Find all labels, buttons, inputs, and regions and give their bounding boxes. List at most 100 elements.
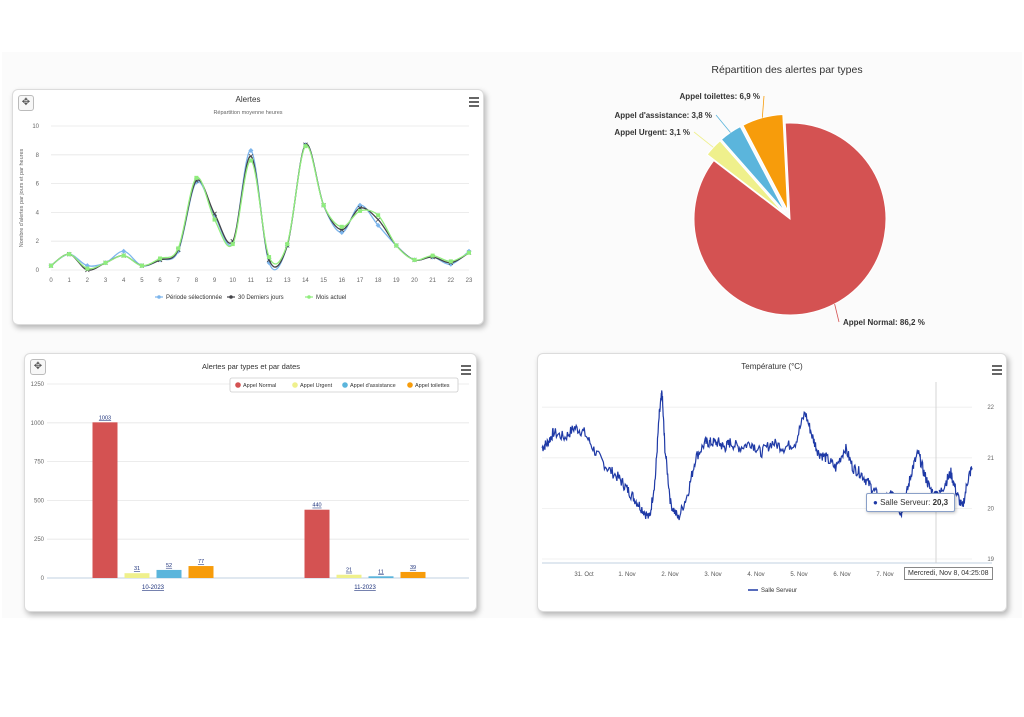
menu-icon[interactable] [469, 96, 479, 107]
pie-slice[interactable] [720, 125, 786, 212]
legend-label: Mois actuel [316, 295, 346, 301]
data-point[interactable] [267, 255, 272, 260]
data-label: 77 [198, 559, 204, 565]
tooltip-series: Salle Serveur [880, 498, 929, 507]
data-point[interactable] [321, 203, 326, 208]
data-point[interactable] [85, 266, 90, 271]
legend-symbol [235, 382, 241, 388]
data-point[interactable] [139, 263, 144, 268]
legend-item[interactable]: Appel Urgent [292, 382, 333, 389]
x-tick-label: 1 [68, 278, 72, 284]
x-tick-label: 5. Nov [790, 572, 807, 578]
legend-item[interactable]: Période sélectionnée [155, 295, 223, 301]
x-tick-label: 22 [447, 278, 454, 284]
data-label: 21 [346, 568, 352, 574]
legend-label: 30 Derniers jours [238, 295, 284, 301]
data-point[interactable] [430, 253, 435, 258]
x-tick-label: 13 [284, 278, 291, 284]
legend-item[interactable]: Appel toilettes [407, 382, 450, 389]
y-tick-label: 22 [987, 405, 994, 411]
data-point[interactable] [248, 158, 253, 163]
data-point[interactable] [448, 261, 454, 267]
x-tick-label[interactable]: 11-2023 [354, 585, 376, 591]
data-point[interactable] [248, 153, 254, 159]
chart-subtitle: Répartition moyenne heures [213, 110, 282, 116]
legend-item[interactable]: 30 Derniers jours [227, 295, 284, 301]
series-line [541, 390, 973, 521]
x-tick-label: 16 [338, 278, 345, 284]
x-tick-label: 2 [86, 278, 90, 284]
y-tick-label: 0 [36, 268, 40, 274]
data-point[interactable] [121, 253, 126, 258]
data-point[interactable] [448, 259, 453, 264]
x-tick-label: 10 [229, 278, 236, 284]
data-point[interactable] [103, 260, 108, 265]
legend-marker [229, 295, 233, 299]
chart-title: Température (°C) [741, 362, 803, 371]
bar[interactable] [368, 576, 394, 578]
data-label: 52 [166, 563, 172, 569]
legend-item[interactable]: Mois actuel [305, 295, 346, 301]
x-tick-label: 5 [140, 278, 144, 284]
y-tick-label: 750 [34, 460, 45, 466]
bar[interactable] [304, 509, 330, 578]
y-axis-label: Nombre d'alertes par jours et par heures [19, 148, 25, 247]
pie-slice[interactable] [706, 140, 784, 214]
x-tick-label[interactable]: 10-2023 [142, 585, 165, 591]
data-point[interactable] [285, 242, 290, 247]
data-point[interactable] [121, 248, 127, 254]
bar[interactable] [400, 571, 426, 578]
move-icon[interactable]: ✥ [30, 359, 46, 375]
data-label: Appel d'assistance: 3,8 % [615, 111, 713, 120]
legend-marker [307, 295, 311, 299]
data-label: 11 [378, 569, 384, 575]
menu-icon[interactable] [992, 364, 1002, 375]
data-point[interactable] [194, 175, 199, 180]
bar[interactable] [92, 422, 118, 578]
x-tick-label: 7 [177, 278, 181, 284]
data-point[interactable] [357, 208, 362, 213]
y-tick-label: 19 [987, 557, 994, 563]
connector-line [834, 303, 840, 323]
legend-item[interactable]: Salle Serveur [748, 588, 797, 594]
data-point[interactable] [394, 243, 399, 248]
connector-line [761, 95, 765, 118]
data-point[interactable] [303, 144, 308, 149]
bar[interactable] [336, 574, 362, 578]
data-point[interactable] [375, 222, 381, 228]
data-point[interactable] [176, 246, 181, 251]
legend-item[interactable]: Appel Normal [235, 382, 276, 389]
x-tick-label: 4 [122, 278, 126, 284]
y-tick-label: 21 [987, 456, 994, 462]
data-point[interactable] [376, 213, 381, 218]
bar[interactable] [188, 566, 214, 578]
data-point[interactable] [230, 242, 235, 247]
data-point[interactable] [467, 250, 471, 255]
data-point[interactable] [375, 217, 381, 222]
bar[interactable] [124, 573, 150, 578]
legend-label: Salle Serveur [761, 588, 797, 594]
x-tick-label: 1. Nov [618, 572, 635, 578]
legend-label: Appel Normal [243, 383, 276, 389]
x-tick-label: 12 [266, 278, 273, 284]
menu-icon[interactable] [461, 364, 471, 375]
data-point[interactable] [49, 263, 53, 268]
move-icon[interactable]: ✥ [18, 95, 34, 111]
pie-slice[interactable] [742, 113, 789, 211]
x-tick-label: 7. Nov [876, 572, 893, 578]
x-tick-label: 2. Nov [661, 572, 678, 578]
data-point[interactable] [412, 257, 417, 262]
legend-label: Appel toilettes [415, 383, 450, 389]
data-point[interactable] [339, 224, 344, 229]
data-point[interactable] [339, 230, 345, 236]
x-tick-label: 9 [213, 278, 217, 284]
legend-marker [157, 295, 161, 299]
data-label: Appel Normal: 86,2 % [843, 318, 925, 327]
data-point[interactable] [212, 217, 217, 222]
legend-item[interactable]: Appel d'assistance [342, 382, 396, 389]
data-point[interactable] [248, 147, 254, 153]
bar[interactable] [156, 569, 182, 578]
data-point[interactable] [67, 252, 72, 257]
x-tick-label: 14 [302, 278, 309, 284]
data-point[interactable] [158, 256, 163, 261]
